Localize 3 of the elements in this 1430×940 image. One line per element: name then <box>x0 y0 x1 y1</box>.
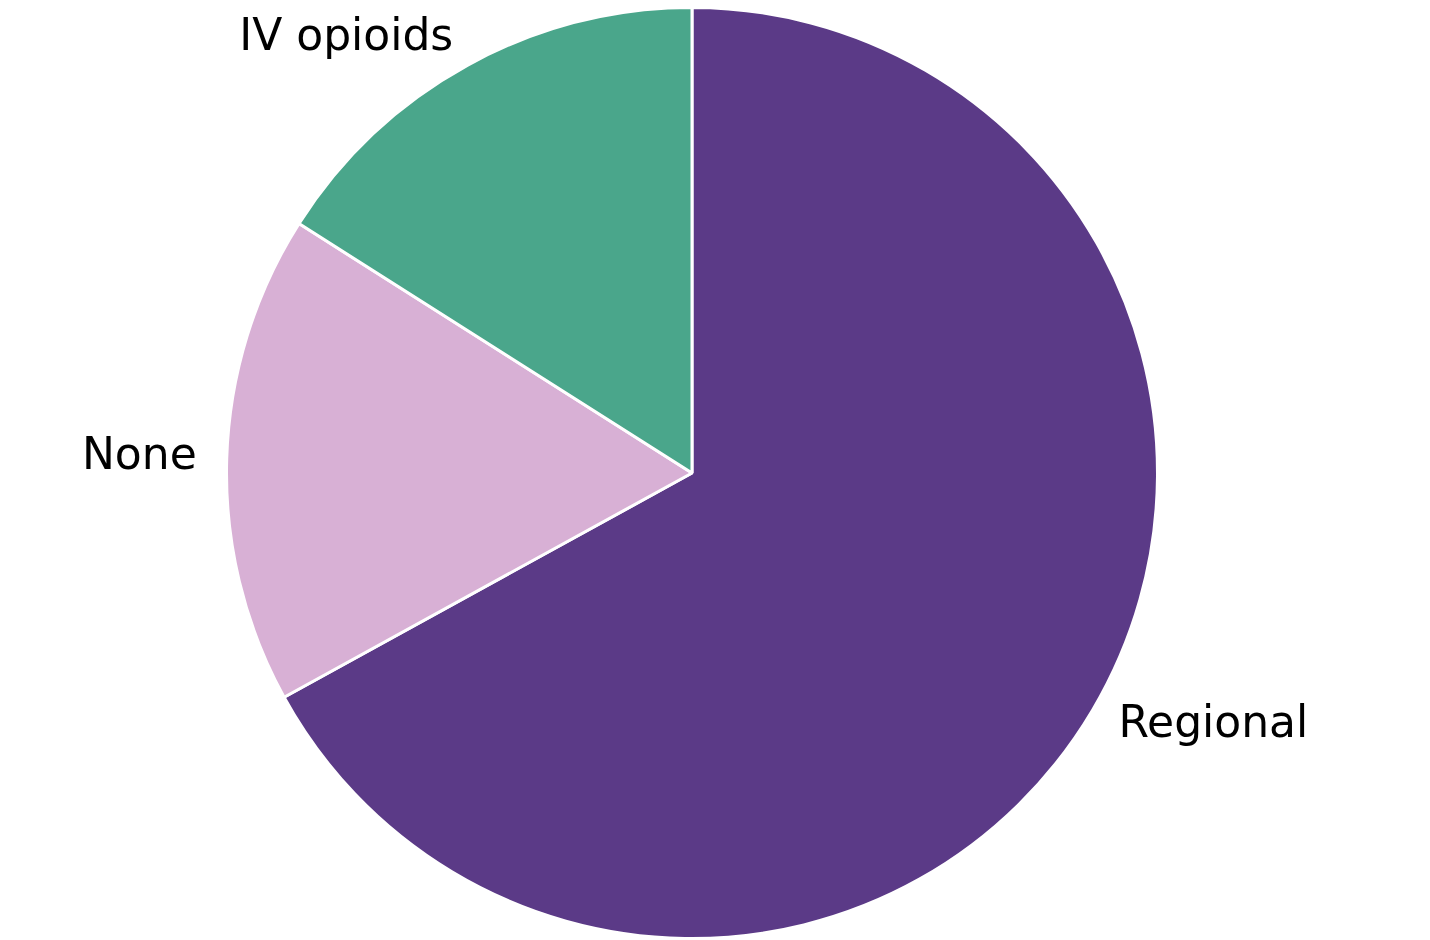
slice-label: None <box>81 427 197 479</box>
slice-label: IV opioids <box>239 9 454 61</box>
slice-label: Regional <box>1118 695 1309 747</box>
